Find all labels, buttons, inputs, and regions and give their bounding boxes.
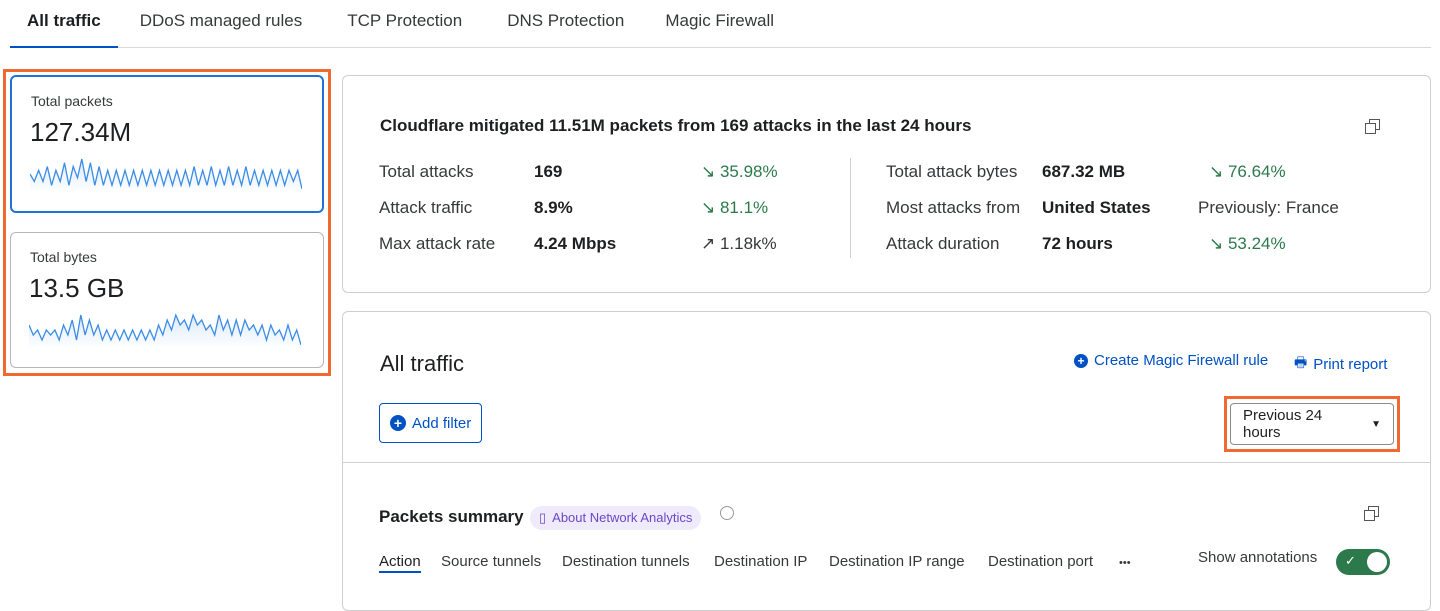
stat-value: 8.9% (534, 198, 573, 217)
time-range-select[interactable]: Previous 24 hours ▼ (1230, 403, 1394, 445)
tab-dns-protection[interactable]: DNS Protection (507, 11, 625, 30)
about-network-analytics-badge[interactable]: ▯ About Network Analytics (530, 506, 702, 530)
sparkline-line (30, 158, 302, 190)
plus-circle-icon: + (1074, 353, 1088, 368)
stat-change: ↘ 81.1% (701, 198, 768, 218)
stat-change-value: Previously: France (1198, 198, 1339, 217)
stat-label: Attack traffic (379, 198, 473, 217)
add-filter-button[interactable]: + Add filter (379, 403, 483, 443)
stat-change: Previously: France (1198, 198, 1339, 218)
sparkline-area (29, 315, 301, 349)
toggle-knob (1367, 552, 1387, 572)
sparkline-area (30, 159, 302, 193)
trend-down-icon: ↘ (701, 162, 720, 181)
stat-change-value: 1.18k% (719, 234, 777, 253)
stat-change-value: 76.64% (1227, 162, 1286, 181)
stat-change-value: 53.24% (1227, 234, 1286, 253)
packets-tab-destination-ip[interactable]: Destination IP (714, 553, 808, 570)
sparkline-line (29, 313, 301, 346)
time-range-highlight (1224, 396, 1400, 452)
stat-value: 169 (534, 162, 563, 181)
stat-label: Attack duration (886, 234, 1000, 253)
metric-value: 127.34M (30, 117, 132, 147)
check-icon: ✓ (1345, 553, 1356, 568)
bytes-sparkline (29, 313, 301, 349)
metrics-highlight (3, 69, 331, 376)
stat-change-value: 81.1% (719, 198, 769, 217)
print-report-link[interactable]: 🖶 Print report (1294, 352, 1387, 376)
trend-down-icon: ↘ (701, 198, 720, 217)
stat-label: Most attacks from (886, 198, 1021, 217)
divider (343, 462, 1430, 463)
stat-label: Total attack bytes (886, 162, 1018, 181)
copy-icon[interactable] (1364, 506, 1379, 521)
copy-icon[interactable] (1365, 119, 1380, 134)
metric-label: Total packets (31, 93, 113, 109)
traffic-panel: All traffic + Create Magic Firewall rule… (342, 311, 1431, 611)
stat-value: 687.32 MB (1042, 162, 1126, 181)
metric-card-packets[interactable]: Total packets 127.34M (10, 75, 324, 213)
stat-change: ↘ 53.24% (1209, 234, 1286, 254)
time-range-value: Previous 24 hours (1243, 407, 1323, 441)
stat-change: ↗ 1.18k% (701, 234, 777, 254)
stat-change: ↘ 76.64% (1209, 162, 1286, 182)
packets-tab-source-tunnels[interactable]: Source tunnels (441, 553, 542, 570)
clock-icon (720, 506, 734, 520)
stat-change-value: 35.98% (719, 162, 778, 181)
packets-tab-destination-port[interactable]: Destination port (988, 553, 1094, 570)
metric-card-bytes[interactable]: Total bytes 13.5 GB (10, 232, 324, 368)
print-label: Print report (1313, 355, 1388, 373)
summary-panel: Cloudflare mitigated 11.51M packets from… (342, 75, 1431, 293)
stat-label: Max attack rate (379, 234, 496, 253)
packets-tab-destination-ip-range[interactable]: Destination IP range (829, 553, 965, 570)
tab-all-traffic[interactable]: All traffic (10, 0, 118, 48)
stat-value: United States (1042, 198, 1151, 217)
metric-label: Total bytes (30, 249, 97, 265)
trend-up-icon: ↗ (701, 234, 720, 253)
stat-value: 4.24 Mbps (534, 234, 617, 253)
plus-circle-icon: + (390, 415, 406, 431)
packets-tab-action[interactable]: Action (379, 553, 421, 573)
packets-tab-destination-tunnels[interactable]: Destination tunnels (562, 553, 690, 570)
stat-change: ↘ 35.98% (701, 162, 778, 182)
stat-value: 72 hours (1042, 234, 1113, 253)
show-annotations-toggle[interactable]: ✓ (1336, 549, 1390, 575)
tab-tcp-protection[interactable]: TCP Protection (347, 11, 463, 30)
top-tabs: All traffic DDoS managed rules TCP Prote… (10, 0, 1431, 48)
divider (850, 158, 851, 258)
summary-title: Cloudflare mitigated 11.51M packets from… (380, 116, 972, 135)
trend-down-icon: ↘ (1209, 162, 1228, 181)
add-filter-label: Add filter (412, 414, 472, 432)
caret-down-icon: ▼ (1371, 418, 1381, 430)
tab-magic-firewall[interactable]: Magic Firewall (665, 11, 774, 30)
printer-icon: 🖶 (1294, 354, 1308, 370)
create-firewall-rule-link[interactable]: + Create Magic Firewall rule (1074, 352, 1268, 369)
section-title: All traffic (380, 351, 464, 376)
create-rule-label: Create Magic Firewall rule (1094, 352, 1269, 369)
packets-summary-title: Packets summary (379, 507, 524, 526)
badge-label: About Network Analytics (552, 510, 693, 525)
tab-ddos-managed-rules[interactable]: DDoS managed rules (139, 11, 303, 30)
more-tabs-button[interactable]: ••• (1119, 557, 1131, 569)
show-annotations-label: Show annotations (1198, 549, 1318, 566)
stat-label: Total attacks (379, 162, 474, 181)
trend-down-icon: ↘ (1209, 234, 1228, 253)
packets-sparkline (30, 158, 302, 193)
metric-value: 13.5 GB (29, 273, 125, 303)
book-icon: ▯ (539, 510, 547, 525)
